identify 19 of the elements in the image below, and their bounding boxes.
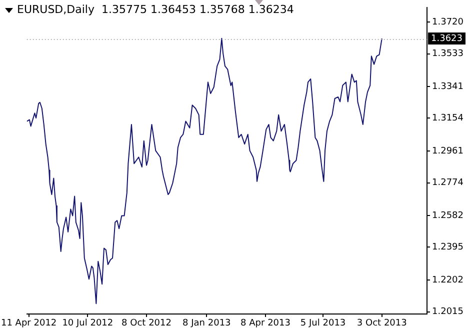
y-tick-label: 1.2961 [432, 146, 464, 156]
x-tick-label: 5 Jul 2013 [300, 318, 346, 329]
y-tick-label: 1.3154 [432, 114, 464, 124]
x-tick-label: 3 Oct 2013 [356, 318, 407, 329]
y-tick-label: 1.3533 [432, 49, 464, 60]
y-tick-label: 1.2395 [432, 242, 464, 253]
chart-title: EURUSD,Daily 1.35775 1.36453 1.35768 1.36234 [17, 3, 294, 16]
ref-line-label: 1.3623 [431, 34, 462, 44]
y-tick-label: 1.2582 [432, 210, 464, 221]
x-tick-label: 11 Apr 2012 [0, 318, 57, 329]
y-tick-label: 1.2774 [432, 178, 464, 188]
y-tick-label: 1.3341 [432, 82, 464, 92]
x-tick-label: 10 Jul 2012 [62, 318, 114, 329]
x-tick-label: 8 Apr 2013 [240, 318, 290, 329]
y-tick-label: 1.2015 [432, 307, 464, 318]
x-tick-label: 8 Oct 2012 [122, 318, 172, 329]
y-tick-label: 1.2202 [432, 275, 464, 286]
x-tick-label: 8 Jan 2013 [182, 318, 231, 329]
y-tick-label: 1.3720 [432, 17, 464, 28]
